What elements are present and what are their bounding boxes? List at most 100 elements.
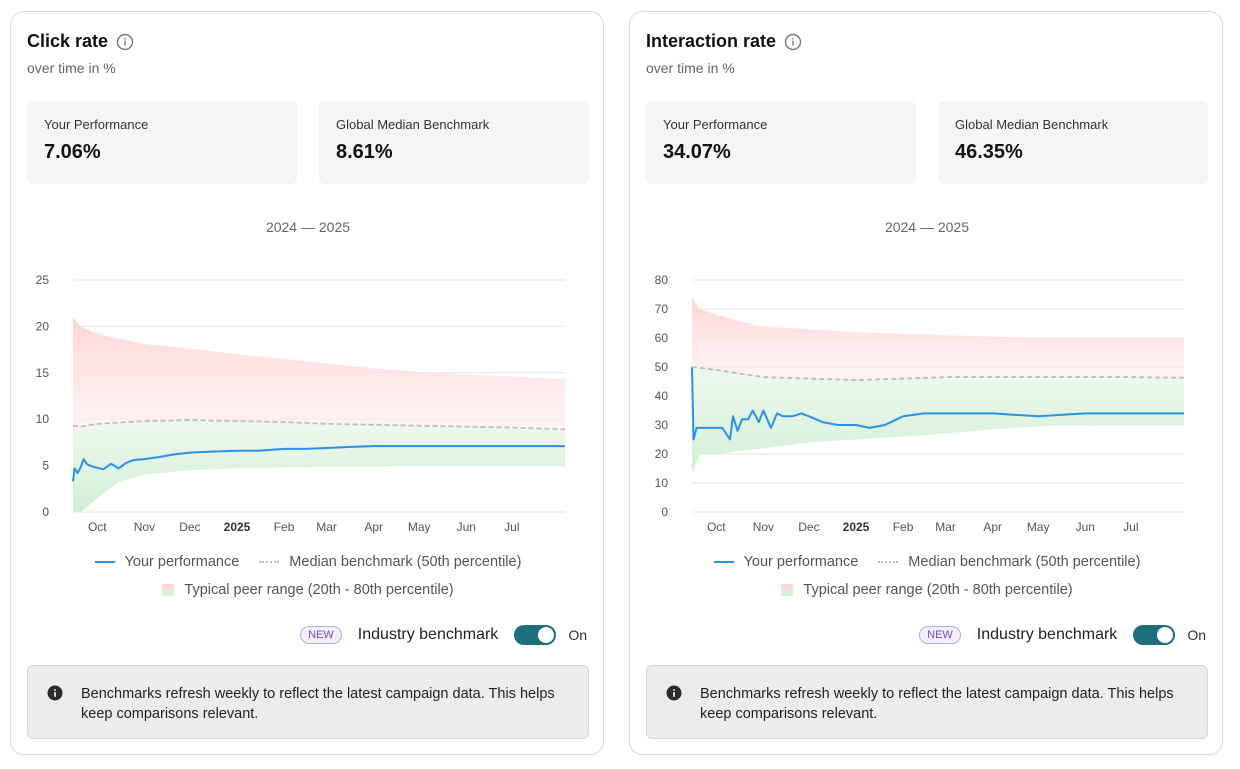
card-title: Click rate (27, 31, 109, 51)
industry-benchmark-label: Industry benchmark (357, 626, 499, 643)
y-tick-label: 30 (655, 418, 669, 432)
interaction-rate-card: Interaction rate over time in % Your Per… (629, 11, 1223, 755)
y-tick-label: 50 (655, 360, 669, 374)
toggle-state-label: On (1187, 627, 1206, 643)
kpi-value: 46.35% (955, 141, 1023, 163)
kpi-label: Your Performance (663, 117, 768, 132)
card-subtitle: over time in % (27, 60, 116, 76)
legend-dash-swatch (259, 561, 280, 563)
x-tick-label: Dec (179, 520, 200, 534)
x-tick-label: Jun (457, 520, 476, 534)
kpi-label: Your Performance (44, 117, 149, 132)
info-filled-icon (47, 685, 63, 701)
peer-range-upper-band (692, 297, 1184, 381)
y-tick-label: 20 (655, 447, 669, 461)
industry-benchmark-row: NEW Industry benchmark On (300, 625, 587, 645)
legend-peer-range[interactable]: Typical peer range (20th - 80th percenti… (162, 582, 454, 598)
kpi-value: 8.61% (336, 141, 393, 163)
legend-your-performance[interactable]: Your performance (94, 554, 240, 570)
legend-row: Your performance Median benchmark (50th … (11, 554, 605, 570)
legend-median-benchmark[interactable]: Median benchmark (50th percentile) (878, 554, 1140, 570)
toggle-knob (1157, 627, 1174, 643)
info-icon[interactable] (784, 33, 802, 51)
industry-benchmark-row: NEW Industry benchmark On (919, 625, 1206, 645)
kpi-label: Global Median Benchmark (955, 117, 1109, 132)
x-tick-label: 2025 (224, 520, 251, 534)
kpi-label: Global Median Benchmark (336, 117, 490, 132)
kpi-value: 7.06% (44, 141, 101, 163)
x-tick-label: Dec (798, 520, 819, 534)
note-text: Benchmarks refresh weekly to reflect the… (700, 686, 1174, 722)
x-tick-label: Mar (316, 520, 337, 534)
your-performance-line (72, 445, 565, 482)
industry-benchmark-toggle[interactable] (514, 625, 557, 645)
legend-row: Typical peer range (20th - 80th percenti… (11, 582, 605, 598)
legend-label: Your performance (124, 554, 240, 570)
legend-label: Your performance (743, 554, 859, 570)
toggle-knob (538, 627, 555, 643)
legend-range-swatch (162, 584, 175, 596)
x-tick-label: 2025 (843, 520, 870, 534)
kpi-value: 34.07% (663, 141, 731, 163)
chart-period: 2024 — 2025 (265, 219, 351, 235)
peer-range-lower-band (73, 420, 565, 512)
y-tick-label: 15 (36, 366, 50, 380)
card-subtitle: over time in % (646, 60, 735, 76)
kpi-your-performance: Your Performance 34.07% (646, 101, 916, 184)
legend-row: Your performance Median benchmark (50th … (630, 554, 1224, 570)
x-tick-label: Mar (935, 520, 956, 534)
x-tick-label: Oct (88, 520, 107, 534)
x-tick-label: Apr (983, 520, 1002, 534)
x-tick-label: Oct (707, 520, 726, 534)
x-tick-label: May (1027, 520, 1050, 534)
y-tick-label: 60 (655, 331, 669, 345)
x-tick-label: Jun (1076, 520, 1095, 534)
legend-your-performance[interactable]: Your performance (713, 554, 859, 570)
legend-line-swatch (94, 561, 115, 563)
y-tick-label: 10 (36, 412, 50, 426)
legend-label: Median benchmark (50th percentile) (908, 554, 1141, 570)
interaction-rate-chart: 0 10 20 30 40 50 60 70 80 Oct Nov Dec 2025 Feb Mar Apr M… (655, 273, 1185, 534)
card-header: Interaction rate (646, 31, 802, 52)
y-tick-label: 25 (36, 273, 50, 287)
toggle-state-label: On (568, 627, 587, 643)
x-tick-label: Nov (134, 520, 155, 534)
peer-range-upper-band (73, 317, 565, 430)
new-badge: NEW (919, 626, 961, 644)
y-tick-label: 20 (36, 319, 50, 333)
legend-dash-swatch (878, 561, 899, 563)
click-rate-card: Click rate over time in % Your Performan… (10, 11, 604, 755)
info-icon[interactable] (116, 33, 134, 51)
new-badge: NEW (300, 626, 342, 644)
median-benchmark-line (72, 419, 566, 431)
legend-label: Median benchmark (50th percentile) (289, 554, 522, 570)
card-header: Click rate (27, 31, 134, 52)
legend-peer-range[interactable]: Typical peer range (20th - 80th percenti… (781, 582, 1073, 598)
chart-period: 2024 — 2025 (884, 219, 970, 235)
note-text: Benchmarks refresh weekly to reflect the… (81, 686, 555, 722)
legend-row: Typical peer range (20th - 80th percenti… (630, 582, 1224, 598)
industry-benchmark-toggle[interactable] (1133, 625, 1176, 645)
legend-label: Typical peer range (20th - 80th percenti… (184, 582, 454, 598)
x-tick-label: Feb (893, 520, 914, 534)
your-performance-line (691, 366, 1184, 441)
info-filled-icon (666, 685, 682, 701)
y-tick-label: 40 (655, 389, 669, 403)
legend-label: Typical peer range (20th - 80th percenti… (803, 582, 1073, 598)
kpi-global-median: Global Median Benchmark 46.35% (938, 101, 1208, 184)
y-tick-label: 0 (42, 505, 49, 519)
x-tick-label: Jul (1123, 520, 1138, 534)
y-tick-label: 0 (661, 505, 668, 519)
industry-benchmark-label: Industry benchmark (976, 626, 1118, 643)
x-tick-label: Jul (504, 520, 519, 534)
median-benchmark-line (691, 366, 1185, 381)
kpi-your-performance: Your Performance 7.06% (27, 101, 297, 184)
legend-median-benchmark[interactable]: Median benchmark (50th percentile) (259, 554, 521, 570)
card-title: Interaction rate (646, 31, 777, 51)
x-tick-label: Nov (753, 520, 774, 534)
legend-range-swatch (781, 584, 794, 596)
info-note: Benchmarks refresh weekly to reflect the… (646, 665, 1208, 739)
y-tick-label: 5 (42, 459, 49, 473)
y-tick-label: 10 (655, 476, 669, 490)
